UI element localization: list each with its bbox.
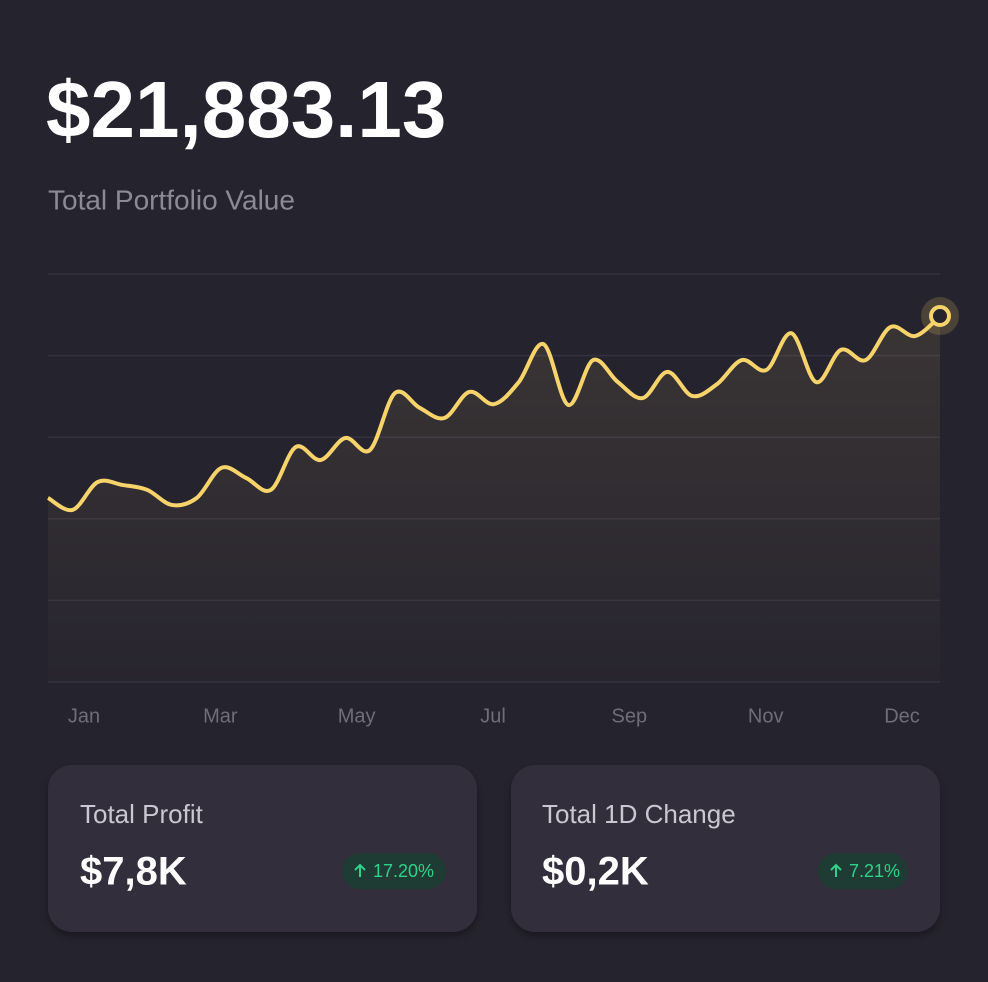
x-tick-label: Sep — [612, 705, 648, 727]
portfolio-label: Total Portfolio Value — [48, 184, 295, 215]
card-value: $0,2K — [542, 850, 649, 894]
x-tick-label: Jul — [480, 705, 506, 727]
change-badge — [342, 853, 446, 889]
change-value: 7.21% — [849, 861, 900, 881]
x-tick-label: Dec — [884, 705, 920, 727]
line — [46, 314, 942, 513]
change-value: 17.20% — [373, 861, 434, 881]
end-point — [929, 305, 951, 328]
x-tick-label: Jan — [68, 705, 100, 727]
card-title: Total 1D Change — [542, 799, 736, 829]
area — [48, 316, 940, 682]
change-badge — [818, 853, 908, 889]
chart: Jan Mar May Jul Sep Nov Dec — [46, 273, 959, 727]
up-arrow — [354, 863, 366, 877]
x-tick-label: May — [338, 705, 376, 727]
card-bg — [511, 765, 940, 932]
portfolio-value: $21,883.13 — [46, 65, 446, 154]
up-arrow — [830, 863, 842, 877]
x-tick-label: Nov — [748, 705, 784, 727]
card: Total 1D Change $0,2K 7.21% — [511, 765, 940, 932]
card-title: Total Profit — [80, 799, 204, 829]
card-value: $7,8K — [80, 850, 187, 894]
card-bg — [48, 765, 477, 932]
card: Total Profit $7,8K 17.20% — [48, 765, 477, 932]
x-tick-label: Mar — [203, 705, 238, 727]
